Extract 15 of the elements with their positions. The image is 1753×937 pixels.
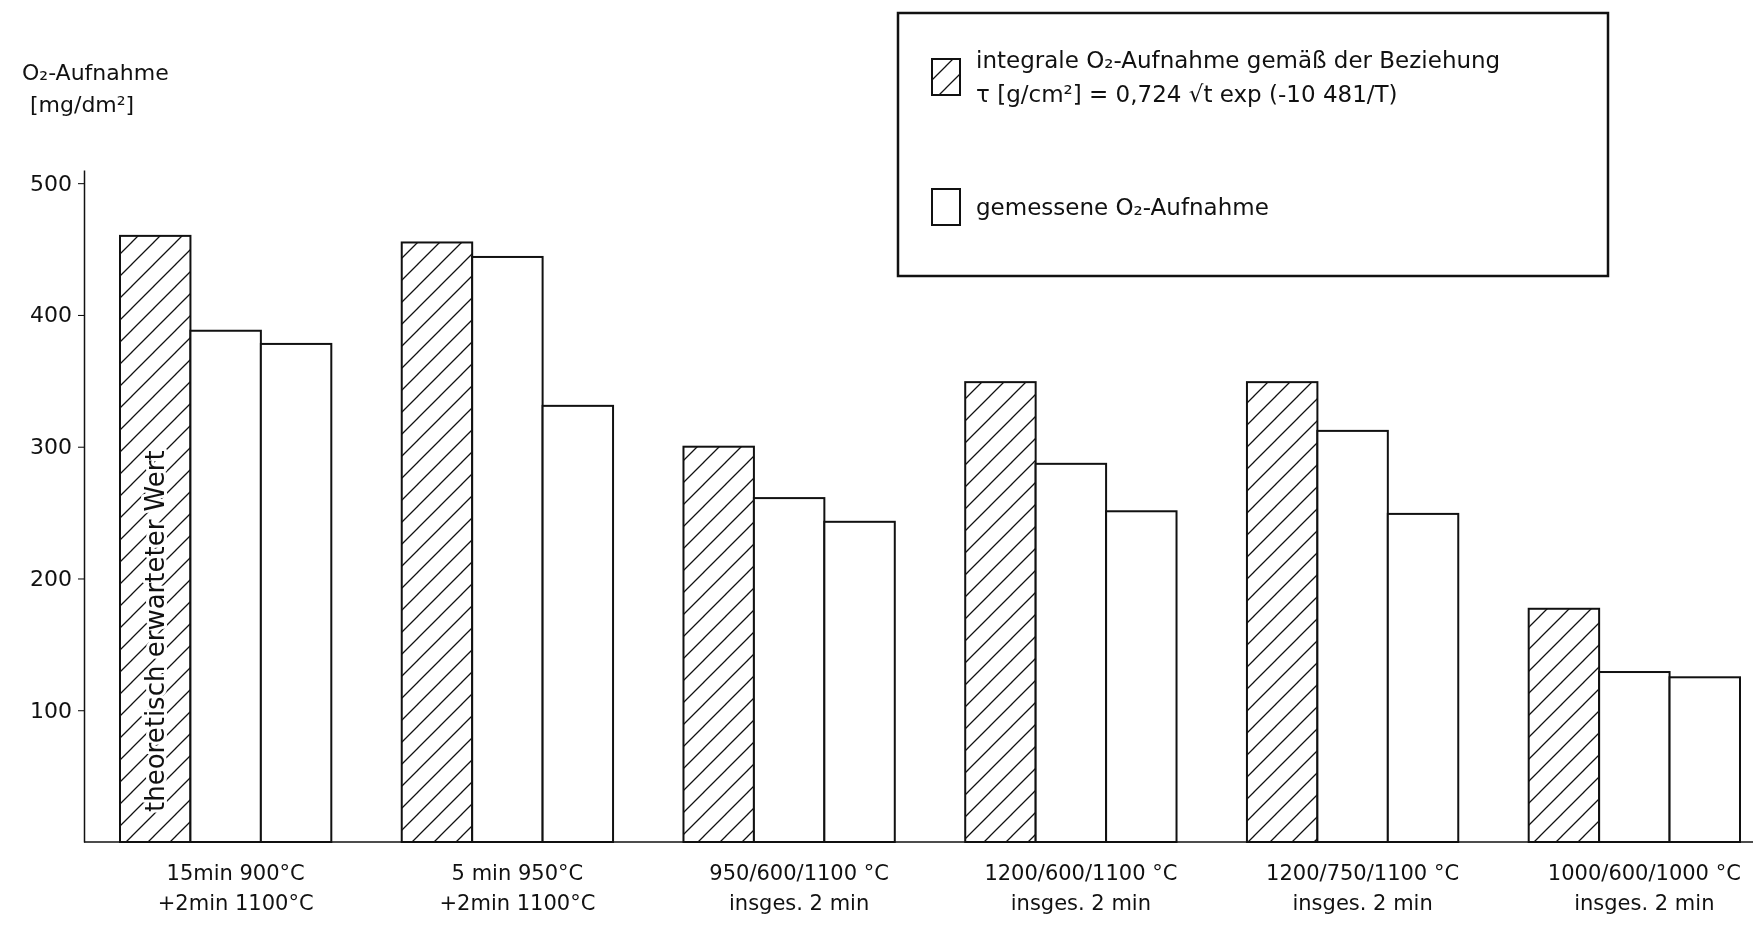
x-tick-label: 15min 900°C +2min 1100°C [157, 861, 314, 915]
x-tick-label: 1200/750/1100 °C insges. 2 min [1266, 861, 1460, 915]
y-axis-title: O₂-Aufnahme [mg/dm²] [22, 60, 169, 117]
y-tick-label: 400 [30, 302, 72, 328]
y-tick-label: 500 [30, 170, 72, 196]
y-tick-label: 300 [30, 434, 72, 460]
y-tick-label: 200 [30, 566, 72, 592]
y-tick-label: 100 [30, 697, 72, 723]
legend-label: gemessene O₂-Aufnahme [976, 194, 1269, 220]
x-tick-label: 5 min 950°C +2min 1100°C [439, 861, 596, 915]
annotation: theoretisch erwarteter Wert [140, 450, 171, 812]
x-tick-label: 950/600/1100 °C insges. 2 min [709, 861, 889, 915]
x-tick-label: 1200/600/1100 °C insges. 2 min [984, 861, 1178, 915]
legend-label: integrale O₂-Aufnahme gemäß der Beziehung τ [g/cm²] = 0,724 √t exp (-10 481/T) [976, 47, 1501, 107]
x-tick-label: 1000/600/1000 °C insges. 2 min [1547, 861, 1741, 915]
